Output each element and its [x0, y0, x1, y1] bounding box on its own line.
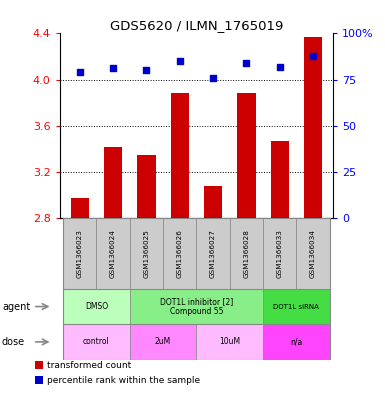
Bar — [130, 289, 263, 324]
Bar — [230, 218, 263, 289]
Text: DOT1L siRNA: DOT1L siRNA — [273, 303, 319, 310]
Text: GSM1366034: GSM1366034 — [310, 229, 316, 278]
Text: 10uM: 10uM — [219, 338, 240, 346]
Text: GSM1366028: GSM1366028 — [243, 229, 249, 278]
Text: percentile rank within the sample: percentile rank within the sample — [47, 376, 200, 384]
Text: DMSO: DMSO — [85, 302, 108, 311]
Point — [276, 64, 283, 70]
Text: agent: agent — [2, 301, 30, 312]
Bar — [196, 324, 263, 360]
Bar — [263, 289, 330, 324]
Text: dose: dose — [2, 337, 25, 347]
Bar — [130, 218, 163, 289]
Bar — [96, 218, 130, 289]
Bar — [271, 141, 289, 218]
Point — [77, 69, 83, 75]
Bar — [296, 218, 330, 289]
Text: 2uM: 2uM — [155, 338, 171, 346]
Point — [177, 58, 183, 64]
Bar — [304, 37, 322, 218]
Bar — [63, 289, 130, 324]
Bar — [263, 324, 330, 360]
Bar — [196, 218, 230, 289]
Bar — [237, 94, 256, 218]
Point — [243, 60, 249, 66]
Point — [110, 65, 116, 72]
Bar — [204, 186, 222, 218]
Bar — [63, 218, 96, 289]
Text: control: control — [83, 338, 110, 346]
Point — [210, 75, 216, 81]
Text: n/a: n/a — [290, 338, 303, 346]
Text: transformed count: transformed count — [47, 361, 131, 369]
Text: GSM1366026: GSM1366026 — [177, 229, 182, 278]
Title: GDS5620 / ILMN_1765019: GDS5620 / ILMN_1765019 — [110, 19, 283, 32]
Text: GSM1366023: GSM1366023 — [77, 229, 83, 278]
Bar — [104, 147, 122, 218]
Point — [143, 67, 149, 73]
Text: GSM1366027: GSM1366027 — [210, 229, 216, 278]
Bar — [70, 198, 89, 218]
Bar — [130, 324, 196, 360]
Text: DOT1L inhibitor [2]
Compound 55: DOT1L inhibitor [2] Compound 55 — [160, 297, 233, 316]
Bar — [171, 94, 189, 218]
Bar — [263, 218, 296, 289]
Bar — [63, 324, 130, 360]
Text: GSM1366033: GSM1366033 — [277, 229, 283, 278]
Text: GSM1366025: GSM1366025 — [143, 229, 149, 278]
Text: GSM1366024: GSM1366024 — [110, 229, 116, 278]
Point — [310, 52, 316, 59]
Bar — [137, 154, 156, 218]
Bar — [163, 218, 196, 289]
